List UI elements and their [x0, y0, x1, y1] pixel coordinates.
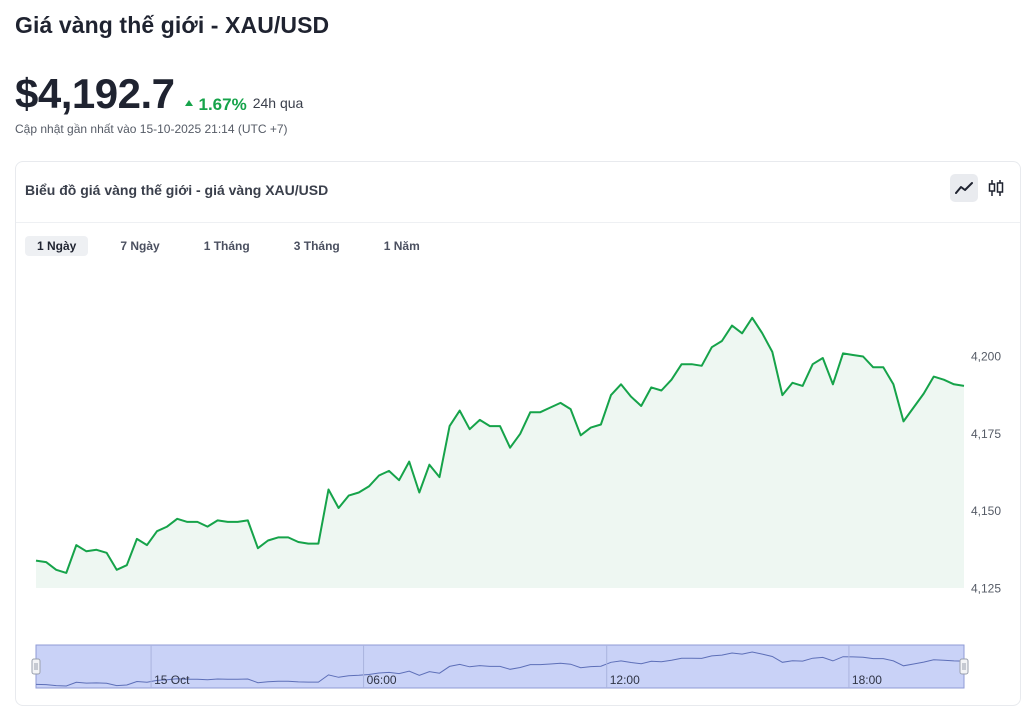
navigator-tick-label: 15 Oct — [154, 673, 190, 687]
chart-card: Biểu đồ giá vàng thế giới - giá vàng XAU… — [15, 161, 1021, 706]
line-chart-icon — [955, 182, 973, 194]
tab-3-months[interactable]: 3 Tháng — [293, 239, 340, 253]
tab-1-year[interactable]: 1 Năm — [383, 239, 420, 253]
chart-title: Biểu đồ giá vàng thế giới - giá vàng XAU… — [25, 182, 329, 198]
last-updated: Cập nhật gần nhất vào 15-10-2025 21:14 (… — [15, 122, 288, 136]
candlestick-toggle[interactable] — [982, 174, 1010, 202]
page-title: Giá vàng thế giới - XAU/USD — [15, 12, 330, 38]
navigator-tick-label: 06:00 — [367, 673, 397, 687]
y-tick-label: 4,150 — [971, 504, 1001, 518]
price-area — [36, 317, 964, 588]
range-tabs: 1 Ngày 7 Ngày 1 Tháng 3 Tháng 1 Năm — [25, 236, 452, 256]
current-price: $4,192.7 — [15, 70, 175, 117]
navigator-left-handle[interactable] — [31, 658, 41, 675]
card-divider — [16, 222, 1020, 223]
tab-1-month[interactable]: 1 Tháng — [203, 239, 250, 253]
line-chart-toggle[interactable] — [950, 174, 978, 202]
price-line — [35, 316, 965, 574]
price-change: 1.67% — [184, 95, 247, 115]
navigator-tick-label: 12:00 — [610, 673, 640, 687]
candlestick-icon — [988, 180, 1004, 196]
price-row: $4,192.7 1.67% 24h qua — [15, 70, 303, 118]
price-chart[interactable]: 4,125 4,150 4,175 4,200 15 Oct 06:00 12:00 18:0… — [16, 162, 1022, 707]
navigator-line — [35, 651, 965, 687]
arrow-up-icon — [184, 100, 193, 106]
y-tick-label: 4,200 — [971, 350, 1001, 364]
tab-1-day[interactable]: 1 Ngày — [25, 236, 89, 256]
change-percent: 1.67% — [198, 95, 247, 114]
tab-7-days[interactable]: 7 Ngày — [120, 239, 160, 253]
change-period: 24h qua — [252, 95, 304, 111]
y-tick-label: 4,125 — [971, 581, 1001, 595]
navigator-right-handle[interactable] — [959, 658, 969, 675]
y-tick-label: 4,175 — [971, 427, 1001, 441]
navigator-tick-label: 18:00 — [852, 673, 882, 687]
